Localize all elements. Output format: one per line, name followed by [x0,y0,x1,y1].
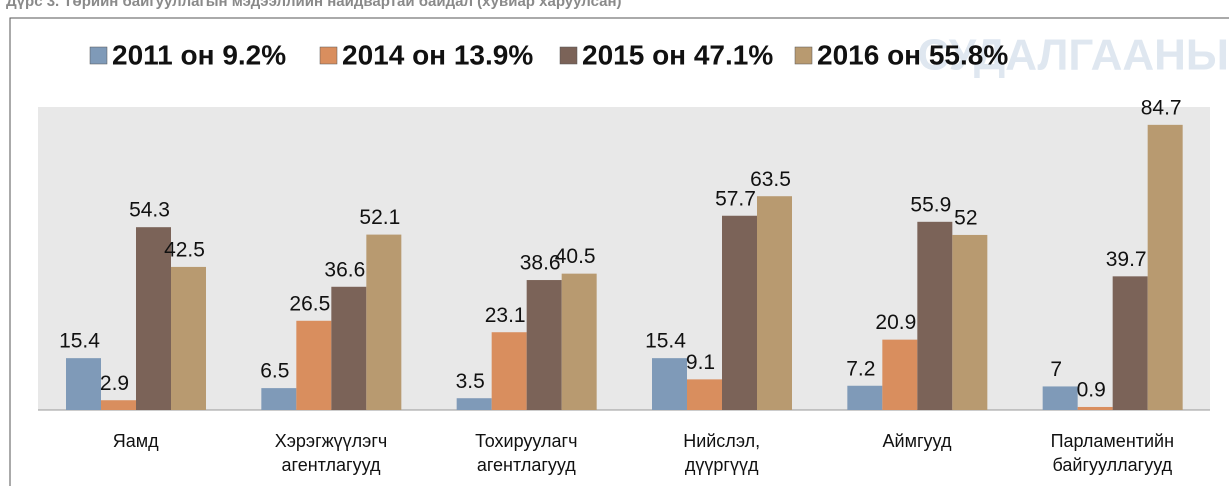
bar [882,339,918,410]
x-tick-label: Нийслэл, дүүргүүд [683,431,760,475]
bar [331,286,367,410]
value-label: 2.9 [100,372,129,395]
value-label: 84.7 [1141,96,1182,119]
x-tick-label: Яамд [113,431,159,451]
x-tick-label-line: Тохируулагч [475,431,577,451]
value-label: 7.2 [846,357,875,380]
value-label: 0.9 [1077,379,1106,402]
watermark: СУДАЛГААНЫ [918,31,1229,80]
bar [1112,276,1148,410]
x-tick-label-line: агентлагууд [282,455,381,475]
legend-swatch [319,46,338,65]
legend-swatch [559,46,578,65]
bar [366,234,402,410]
value-label: 36.6 [324,258,365,281]
bar [1077,406,1113,410]
value-label: 6.5 [260,360,289,383]
bar [561,273,597,410]
x-tick-label-line: байгууллагууд [1053,455,1173,475]
legend-swatch [89,46,108,65]
bar [456,398,492,410]
value-label: 42.5 [164,238,205,261]
bar [952,234,988,410]
value-label: 52.1 [359,206,400,229]
bar [526,280,562,410]
bar [757,196,792,410]
chart-title: Дүрс 3. Төрийн байгууллагын мэдээллийн н… [6,0,622,10]
legend-label: 2011 он 9.2% [112,39,286,70]
x-tick-label-line: Аймгууд [883,431,952,451]
frame [9,17,1229,486]
bar [491,332,527,410]
value-label: 20.9 [875,311,916,334]
x-tick-label-line: Нийслэл, [683,431,760,451]
bar [296,320,332,410]
legend-label: 2014 он 13.9% [342,39,533,70]
bar [687,379,722,410]
value-label: 55.9 [910,193,951,216]
x-tick-label-line: Парламентийн [1051,431,1174,451]
bar [652,358,687,410]
bar [261,388,297,410]
legend-label: 2015 он 47.1% [582,39,773,70]
x-tick-label-line: Яамд [113,431,159,451]
bar [722,215,757,410]
x-tick-label-line: Хэрэгжүүлэгч [275,431,388,451]
legend-swatch [794,46,813,65]
bar [847,385,883,410]
value-label: 54.3 [129,199,170,222]
bar [136,227,171,410]
value-label: 9.1 [686,351,715,374]
bar [66,358,101,410]
plot-area [38,107,1210,410]
x-tick-label: Аймгууд [883,431,952,451]
x-tick-label: Хэрэгжүүлэгч агентлагууд [275,431,388,475]
value-label: 23.1 [485,304,526,327]
x-tick-label-line: дүүргүүд [685,455,759,475]
value-label: 40.5 [555,245,596,268]
value-label: 7 [1050,358,1062,381]
value-label: 3.5 [456,370,485,393]
value-label: 39.7 [1106,248,1147,271]
value-label: 63.5 [750,168,791,191]
value-label: 15.4 [645,330,686,353]
value-label: 52 [954,206,977,229]
value-label: 38.6 [520,252,561,275]
bar [101,400,136,410]
bar [1042,386,1078,410]
x-tick-label: Парламентийн байгууллагууд [1051,431,1174,475]
value-label: 15.4 [59,330,100,353]
bar [917,221,953,410]
value-label: 26.5 [289,292,330,315]
bar [1147,124,1183,411]
x-tick-label-line: агентлагууд [477,455,576,475]
value-label: 57.7 [715,187,756,210]
bar [171,266,206,410]
x-tick-label: Тохируулагч агентлагууд [475,431,577,475]
legend-label: 2016 он 55.8% [817,39,1008,70]
